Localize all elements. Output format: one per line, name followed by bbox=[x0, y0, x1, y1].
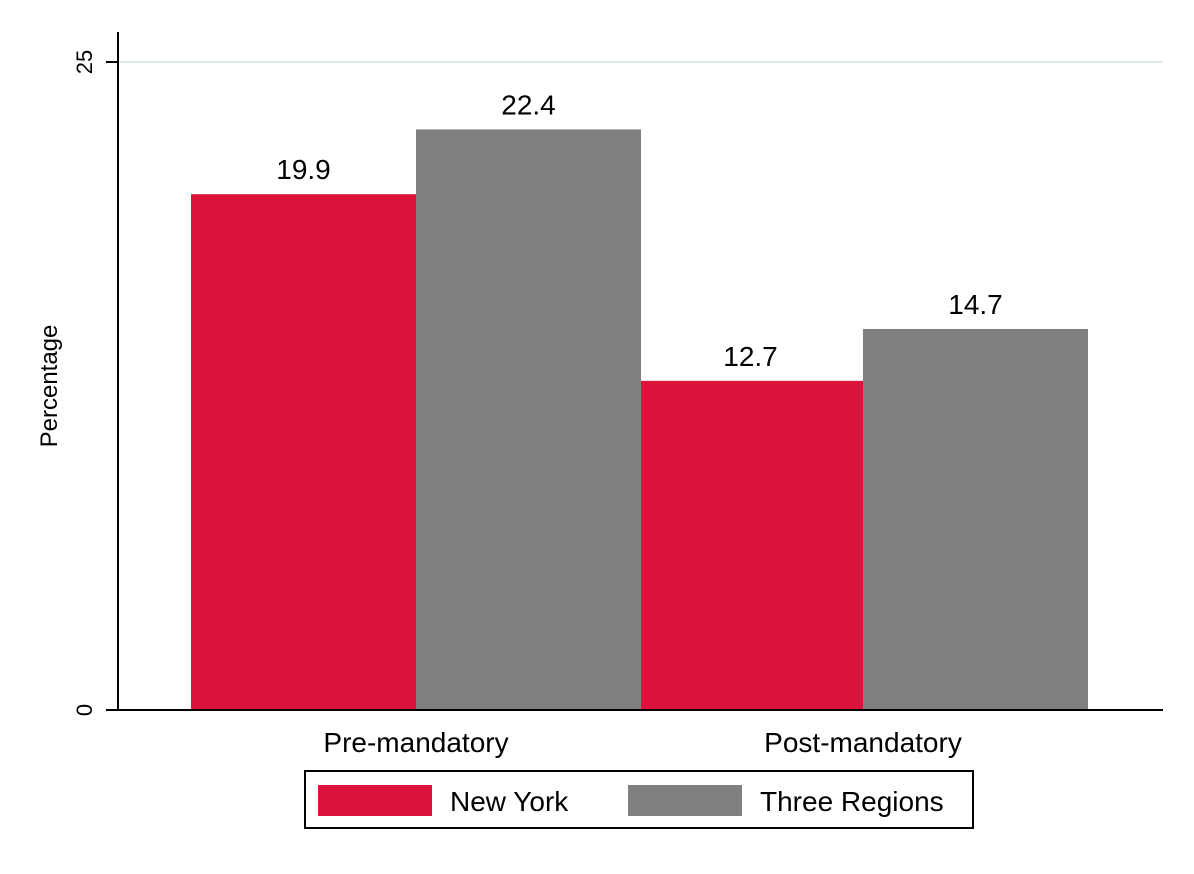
data-label: 22.4 bbox=[501, 89, 556, 120]
x-category-label: Post-mandatory bbox=[764, 727, 962, 758]
legend-swatch bbox=[318, 785, 432, 816]
legend-label: New York bbox=[450, 786, 569, 817]
bar bbox=[416, 129, 641, 711]
data-label: 19.9 bbox=[276, 154, 331, 185]
bar bbox=[191, 194, 416, 710]
y-tick-label: 0 bbox=[72, 704, 97, 716]
y-tick-label: 25 bbox=[72, 50, 97, 74]
bar bbox=[638, 380, 863, 710]
bar bbox=[863, 328, 1088, 710]
legend-swatch bbox=[628, 785, 742, 816]
legend-label: Three Regions bbox=[760, 786, 944, 817]
x-category-label: Pre-mandatory bbox=[323, 727, 508, 758]
data-label: 14.7 bbox=[948, 289, 1003, 320]
data-label: 12.7 bbox=[723, 341, 778, 372]
y-axis-title: Percentage bbox=[36, 325, 63, 448]
